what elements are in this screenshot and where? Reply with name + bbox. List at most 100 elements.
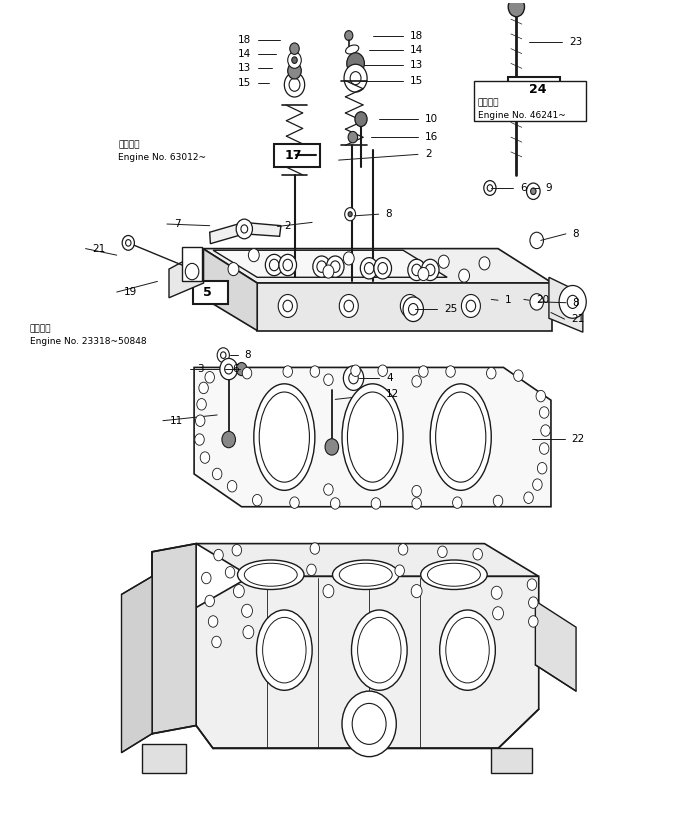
Circle shape: [438, 255, 449, 268]
Circle shape: [459, 269, 469, 282]
Text: 20: 20: [536, 295, 549, 305]
Circle shape: [486, 367, 496, 379]
Circle shape: [233, 585, 244, 597]
Circle shape: [479, 257, 490, 270]
Bar: [474, 82, 586, 120]
Circle shape: [374, 257, 391, 279]
Text: 11: 11: [170, 416, 183, 426]
Polygon shape: [491, 748, 532, 773]
Circle shape: [324, 483, 333, 495]
Polygon shape: [210, 223, 281, 243]
Circle shape: [241, 604, 252, 617]
Circle shape: [412, 497, 421, 509]
Circle shape: [310, 365, 319, 377]
Circle shape: [283, 365, 293, 377]
Circle shape: [378, 365, 387, 376]
Circle shape: [412, 485, 421, 497]
Circle shape: [453, 497, 462, 508]
Circle shape: [541, 425, 551, 436]
Circle shape: [529, 596, 538, 608]
Circle shape: [395, 565, 404, 577]
Circle shape: [492, 606, 503, 620]
Text: 8: 8: [573, 229, 579, 239]
Circle shape: [292, 57, 298, 64]
Text: 16: 16: [425, 132, 438, 142]
Circle shape: [348, 131, 358, 143]
Circle shape: [126, 239, 131, 246]
Circle shape: [278, 295, 298, 318]
Circle shape: [317, 261, 326, 272]
Circle shape: [241, 225, 248, 233]
Circle shape: [408, 304, 418, 315]
Text: 19: 19: [124, 287, 137, 297]
Text: 6: 6: [232, 364, 239, 374]
Text: 17: 17: [285, 148, 302, 162]
Text: 8: 8: [385, 210, 392, 219]
Circle shape: [224, 364, 233, 374]
Circle shape: [536, 390, 546, 402]
Ellipse shape: [256, 610, 312, 691]
Circle shape: [326, 256, 344, 277]
Text: 15: 15: [238, 78, 251, 88]
Text: 22: 22: [571, 434, 585, 444]
Circle shape: [205, 595, 215, 606]
Circle shape: [236, 362, 247, 375]
Text: 14: 14: [238, 49, 251, 59]
Text: 23: 23: [569, 37, 583, 47]
Ellipse shape: [436, 392, 486, 482]
Text: 適用号機
Engine No. 46241~: 適用号機 Engine No. 46241~: [477, 99, 566, 120]
Circle shape: [306, 564, 316, 576]
Text: 12: 12: [386, 389, 399, 399]
Circle shape: [325, 439, 339, 455]
Circle shape: [342, 691, 396, 757]
Circle shape: [232, 544, 241, 556]
Circle shape: [540, 407, 549, 418]
Text: 2: 2: [285, 221, 291, 232]
Text: 7: 7: [174, 219, 181, 229]
Circle shape: [214, 549, 223, 561]
Polygon shape: [152, 544, 196, 733]
Text: 6: 6: [520, 183, 527, 193]
Text: 13: 13: [410, 60, 423, 70]
Polygon shape: [142, 744, 186, 773]
Circle shape: [421, 259, 439, 281]
Bar: [193, 281, 228, 304]
Circle shape: [408, 259, 425, 281]
Circle shape: [324, 374, 333, 385]
Bar: [508, 77, 560, 103]
Text: 4: 4: [386, 373, 393, 383]
Circle shape: [185, 263, 199, 280]
Circle shape: [202, 573, 211, 584]
Circle shape: [530, 232, 544, 248]
Polygon shape: [196, 577, 539, 748]
Circle shape: [514, 370, 523, 381]
Circle shape: [288, 63, 301, 79]
Circle shape: [446, 365, 456, 377]
Ellipse shape: [244, 563, 298, 587]
Circle shape: [220, 358, 237, 380]
Circle shape: [466, 300, 475, 312]
Text: 3: 3: [197, 364, 203, 374]
Ellipse shape: [430, 384, 491, 490]
Circle shape: [313, 256, 330, 277]
Polygon shape: [203, 248, 552, 283]
Circle shape: [371, 497, 381, 509]
Ellipse shape: [259, 392, 309, 482]
Bar: [274, 144, 320, 167]
Circle shape: [529, 615, 538, 627]
Text: 2: 2: [425, 149, 432, 159]
Text: 9: 9: [546, 183, 552, 193]
Circle shape: [283, 259, 293, 271]
Circle shape: [350, 72, 361, 85]
Polygon shape: [196, 544, 539, 577]
Circle shape: [242, 367, 252, 379]
Text: 5: 5: [203, 286, 211, 299]
Ellipse shape: [263, 617, 306, 683]
Circle shape: [412, 375, 421, 387]
Circle shape: [493, 495, 503, 507]
Ellipse shape: [428, 563, 480, 587]
Circle shape: [197, 398, 207, 410]
Circle shape: [527, 579, 537, 591]
Circle shape: [222, 431, 235, 448]
Text: 21: 21: [92, 243, 105, 253]
